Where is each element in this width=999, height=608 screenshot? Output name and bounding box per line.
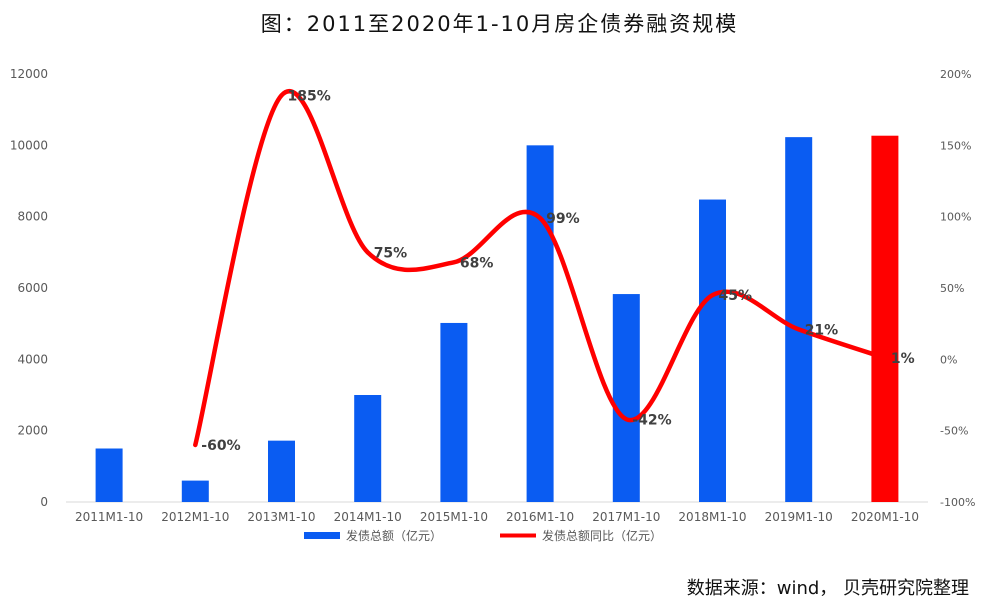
bar: [268, 440, 295, 502]
bar: [181, 480, 209, 502]
line-data-label: -42%: [632, 412, 671, 428]
right-axis-tick-label: 100%: [940, 211, 971, 224]
line-data-labels: -60% 185% 75% 68% 99% -42% 45% 21% 1%: [201, 88, 914, 454]
x-axis-tick-label: 2012M1-10: [161, 510, 229, 524]
chart-title: 图：2011至2020年1-10月房企债券融资规模: [260, 12, 739, 36]
left-axis-tick-label: 8000: [17, 210, 48, 224]
right-axis: -100% -50% 0% 50% 100% 150% 200%: [940, 68, 975, 509]
x-axis-tick-label: 2017M1-10: [592, 510, 660, 524]
line-data-label: 45%: [719, 288, 753, 304]
bar: [612, 294, 640, 502]
right-axis-tick-label: 50%: [940, 282, 964, 295]
left-axis-tick-label: 0: [40, 495, 48, 509]
line-data-label: 68%: [460, 255, 494, 271]
right-axis-tick-label: 200%: [940, 68, 971, 81]
legend-bar-swatch: [304, 532, 340, 539]
line-data-label: 75%: [374, 245, 408, 261]
left-axis-tick-label: 10000: [10, 138, 48, 152]
x-axis-tick-label: 2013M1-10: [247, 510, 315, 524]
left-axis-tick-label: 4000: [17, 352, 48, 366]
x-axis-tick-label: 2011M1-10: [75, 510, 143, 524]
right-axis-tick-label: -50%: [940, 425, 968, 438]
right-axis-tick-label: 150%: [940, 139, 971, 152]
bar: [354, 395, 382, 502]
bar-series: [95, 135, 899, 503]
x-axis-tick-label: 2014M1-10: [334, 510, 402, 524]
legend: 发债总额（亿元） 发债总额同比（亿元）: [304, 528, 662, 543]
legend-bar-label: 发债总额（亿元）: [346, 528, 442, 543]
yoy-line-series: [193, 89, 888, 448]
bar: [785, 137, 813, 502]
line-data-label: 21%: [805, 322, 839, 338]
line-data-label: 99%: [546, 211, 580, 227]
legend-line-label: 发债总额同比（亿元）: [542, 528, 662, 543]
x-axis-tick-label: 2016M1-10: [506, 510, 574, 524]
x-axis-labels: 2011M1-10 2012M1-10 2013M1-10 2014M1-10 2015…: [75, 510, 919, 524]
x-axis-tick-label: 2019M1-10: [765, 510, 833, 524]
x-axis-tick-label: 2015M1-10: [420, 510, 488, 524]
bar: [699, 199, 726, 502]
left-axis-tick-label: 2000: [17, 424, 48, 438]
right-axis-tick-label: 0%: [940, 353, 957, 366]
bar: [95, 448, 123, 502]
line-data-label: 1%: [891, 351, 915, 367]
source-note: 数据来源：wind， 贝壳研究院整理: [686, 578, 969, 599]
right-axis-tick-label: -100%: [940, 496, 975, 509]
bar: [871, 135, 899, 502]
x-axis-tick-label: 2020M1-10: [851, 510, 919, 524]
line-data-label: -60%: [201, 438, 240, 454]
left-axis-tick-label: 12000: [10, 67, 48, 81]
bar: [440, 322, 468, 502]
left-axis-tick-label: 6000: [17, 281, 48, 295]
x-axis-tick-label: 2018M1-10: [678, 510, 746, 524]
left-axis: 0 2000 4000 6000 8000 10000 12000: [10, 67, 48, 509]
line-data-label: 185%: [288, 88, 331, 104]
bar: [526, 145, 554, 503]
